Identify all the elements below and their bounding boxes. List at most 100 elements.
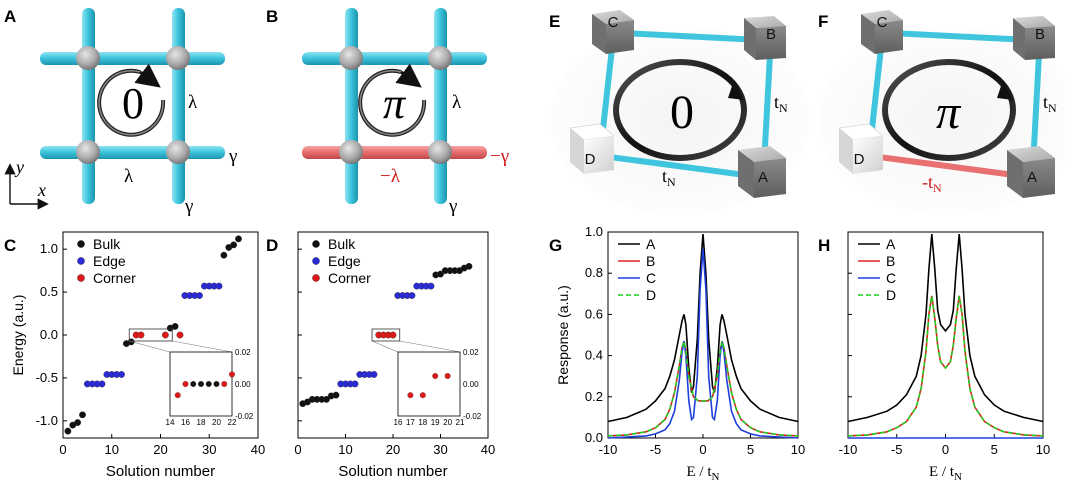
- legend-label: Corner: [93, 270, 136, 286]
- inset-y-tick-label: -0.02: [235, 412, 254, 421]
- axis-x-label: x: [37, 180, 46, 200]
- legend-marker: [312, 240, 320, 248]
- inset-point-corner: [407, 392, 414, 399]
- x-tick-label: 0: [59, 442, 66, 457]
- inset-point-corner: [432, 373, 439, 379]
- inset-point-bulk: [190, 381, 197, 387]
- y-axis-label: Response (a.u.): [555, 285, 571, 385]
- data-point-bulk: [332, 391, 340, 399]
- series-line-a: [847, 234, 1044, 423]
- cube-a: [1007, 146, 1055, 162]
- panel-e-cubes: C B D A 0 tN tN: [550, 10, 810, 215]
- legend-marker: [77, 240, 85, 248]
- legend-label: C: [646, 270, 656, 286]
- zoom-connector: [129, 340, 171, 353]
- legend-label: A: [646, 236, 656, 252]
- data-point-edge: [408, 292, 416, 299]
- x-tick-label: 0: [942, 442, 949, 457]
- inset-x-tick-label: 16: [394, 418, 403, 427]
- y-tick-label: 0.0: [585, 430, 603, 445]
- cube-c: [592, 10, 634, 24]
- plot-frame: [607, 231, 799, 439]
- legend-label: B: [886, 253, 895, 269]
- label-tn-bottom: tN: [662, 166, 676, 189]
- cube-b-side: [744, 18, 756, 60]
- series-line-d: [847, 295, 1044, 437]
- site-ball: [339, 140, 363, 164]
- legend-label: Edge: [328, 253, 361, 269]
- panel-label-f: F: [818, 12, 828, 31]
- inset-y-tick-label: -0.02: [463, 412, 482, 421]
- legend-label: Bulk: [328, 236, 356, 252]
- label-gamma-right: γ: [228, 146, 237, 167]
- chart-c-energy-spectrum: 0 10 20 30 40 -1.0 -0.5 0.0 0.5 1.0 Solution numbe…: [10, 231, 265, 480]
- inset-point-corner: [182, 381, 189, 387]
- data-point-edge: [196, 292, 203, 299]
- plot-frame: [847, 231, 1044, 439]
- x-tick-label: 0: [699, 442, 706, 457]
- label-gamma-bottom: γ: [184, 196, 193, 217]
- data-point-bulk: [74, 419, 82, 426]
- panel-label-h: H: [818, 236, 830, 255]
- y-tick-label: 1.0: [40, 241, 58, 256]
- flux-ring-highlight: [98, 69, 164, 136]
- cube-c-side: [861, 14, 875, 54]
- legend-marker: [77, 257, 85, 265]
- y-tick-label: 0.0: [40, 327, 58, 342]
- x-tick-label: 40: [251, 442, 265, 457]
- axis-y-label: y: [14, 157, 24, 177]
- legend-label: Edge: [93, 253, 126, 269]
- x-tick-label: 5: [991, 442, 998, 457]
- cube-a: [738, 146, 786, 162]
- panel-a-lattice: 0 λ λ γ γ y x: [4, 8, 237, 217]
- x-axis-label: Solution number: [338, 463, 447, 480]
- site-ball: [166, 140, 190, 164]
- flux-arrow: [997, 80, 1013, 100]
- cube-d-side: [839, 128, 853, 174]
- x-tick-label: -5: [891, 442, 903, 457]
- rod-top: [40, 52, 225, 65]
- inset-y-tick-label: 0.00: [463, 380, 479, 389]
- cube-label-c: C: [608, 14, 619, 31]
- x-axis-label: E / tN: [687, 464, 720, 483]
- zoom-connector: [399, 340, 461, 353]
- legend-label: Corner: [328, 270, 371, 286]
- data-point-bulk: [230, 241, 238, 249]
- label-gamma-bottom: γ: [448, 196, 457, 217]
- zoom-connector: [172, 340, 233, 353]
- inset-x-tick-label: 18: [197, 418, 206, 427]
- panel-b-lattice: π λ −λ −γ γ: [302, 8, 509, 217]
- legend-label: B: [646, 253, 655, 269]
- series-line-a: [607, 234, 799, 423]
- flux-arrow: [134, 63, 161, 88]
- rod-cb: [888, 30, 1032, 43]
- x-tick-label: -10: [599, 442, 618, 457]
- cube-a-side: [1007, 150, 1023, 198]
- data-point-bulk: [437, 270, 444, 278]
- panel-label-a: A: [4, 7, 16, 26]
- legend-marker: [312, 257, 320, 265]
- x-tick-label: -5: [650, 442, 662, 457]
- legend-label: D: [886, 287, 896, 303]
- cube-a-front: [754, 158, 786, 198]
- x-tick-label: 20: [386, 442, 400, 457]
- phase-zero: 0: [670, 86, 694, 139]
- legend-marker: [77, 274, 85, 282]
- rod-right: [172, 8, 185, 204]
- x-tick-label: 40: [481, 442, 495, 457]
- phase-pi: π: [936, 86, 962, 139]
- y-tick-label: 0.8: [585, 265, 603, 280]
- legend-label: Bulk: [93, 236, 121, 252]
- cube-c-front: [875, 20, 903, 54]
- data-point-corner: [161, 331, 169, 339]
- inset-point-corner: [419, 392, 426, 399]
- legend-label: D: [646, 287, 656, 303]
- x-tick-label: 0: [294, 442, 301, 457]
- cube-b-front: [756, 26, 786, 60]
- x-tick-label: 30: [433, 442, 447, 457]
- x-tick-label: -10: [839, 442, 858, 457]
- y-axis-label: Energy (a.u.): [10, 295, 26, 376]
- y-tick-label: 0.6: [585, 306, 603, 321]
